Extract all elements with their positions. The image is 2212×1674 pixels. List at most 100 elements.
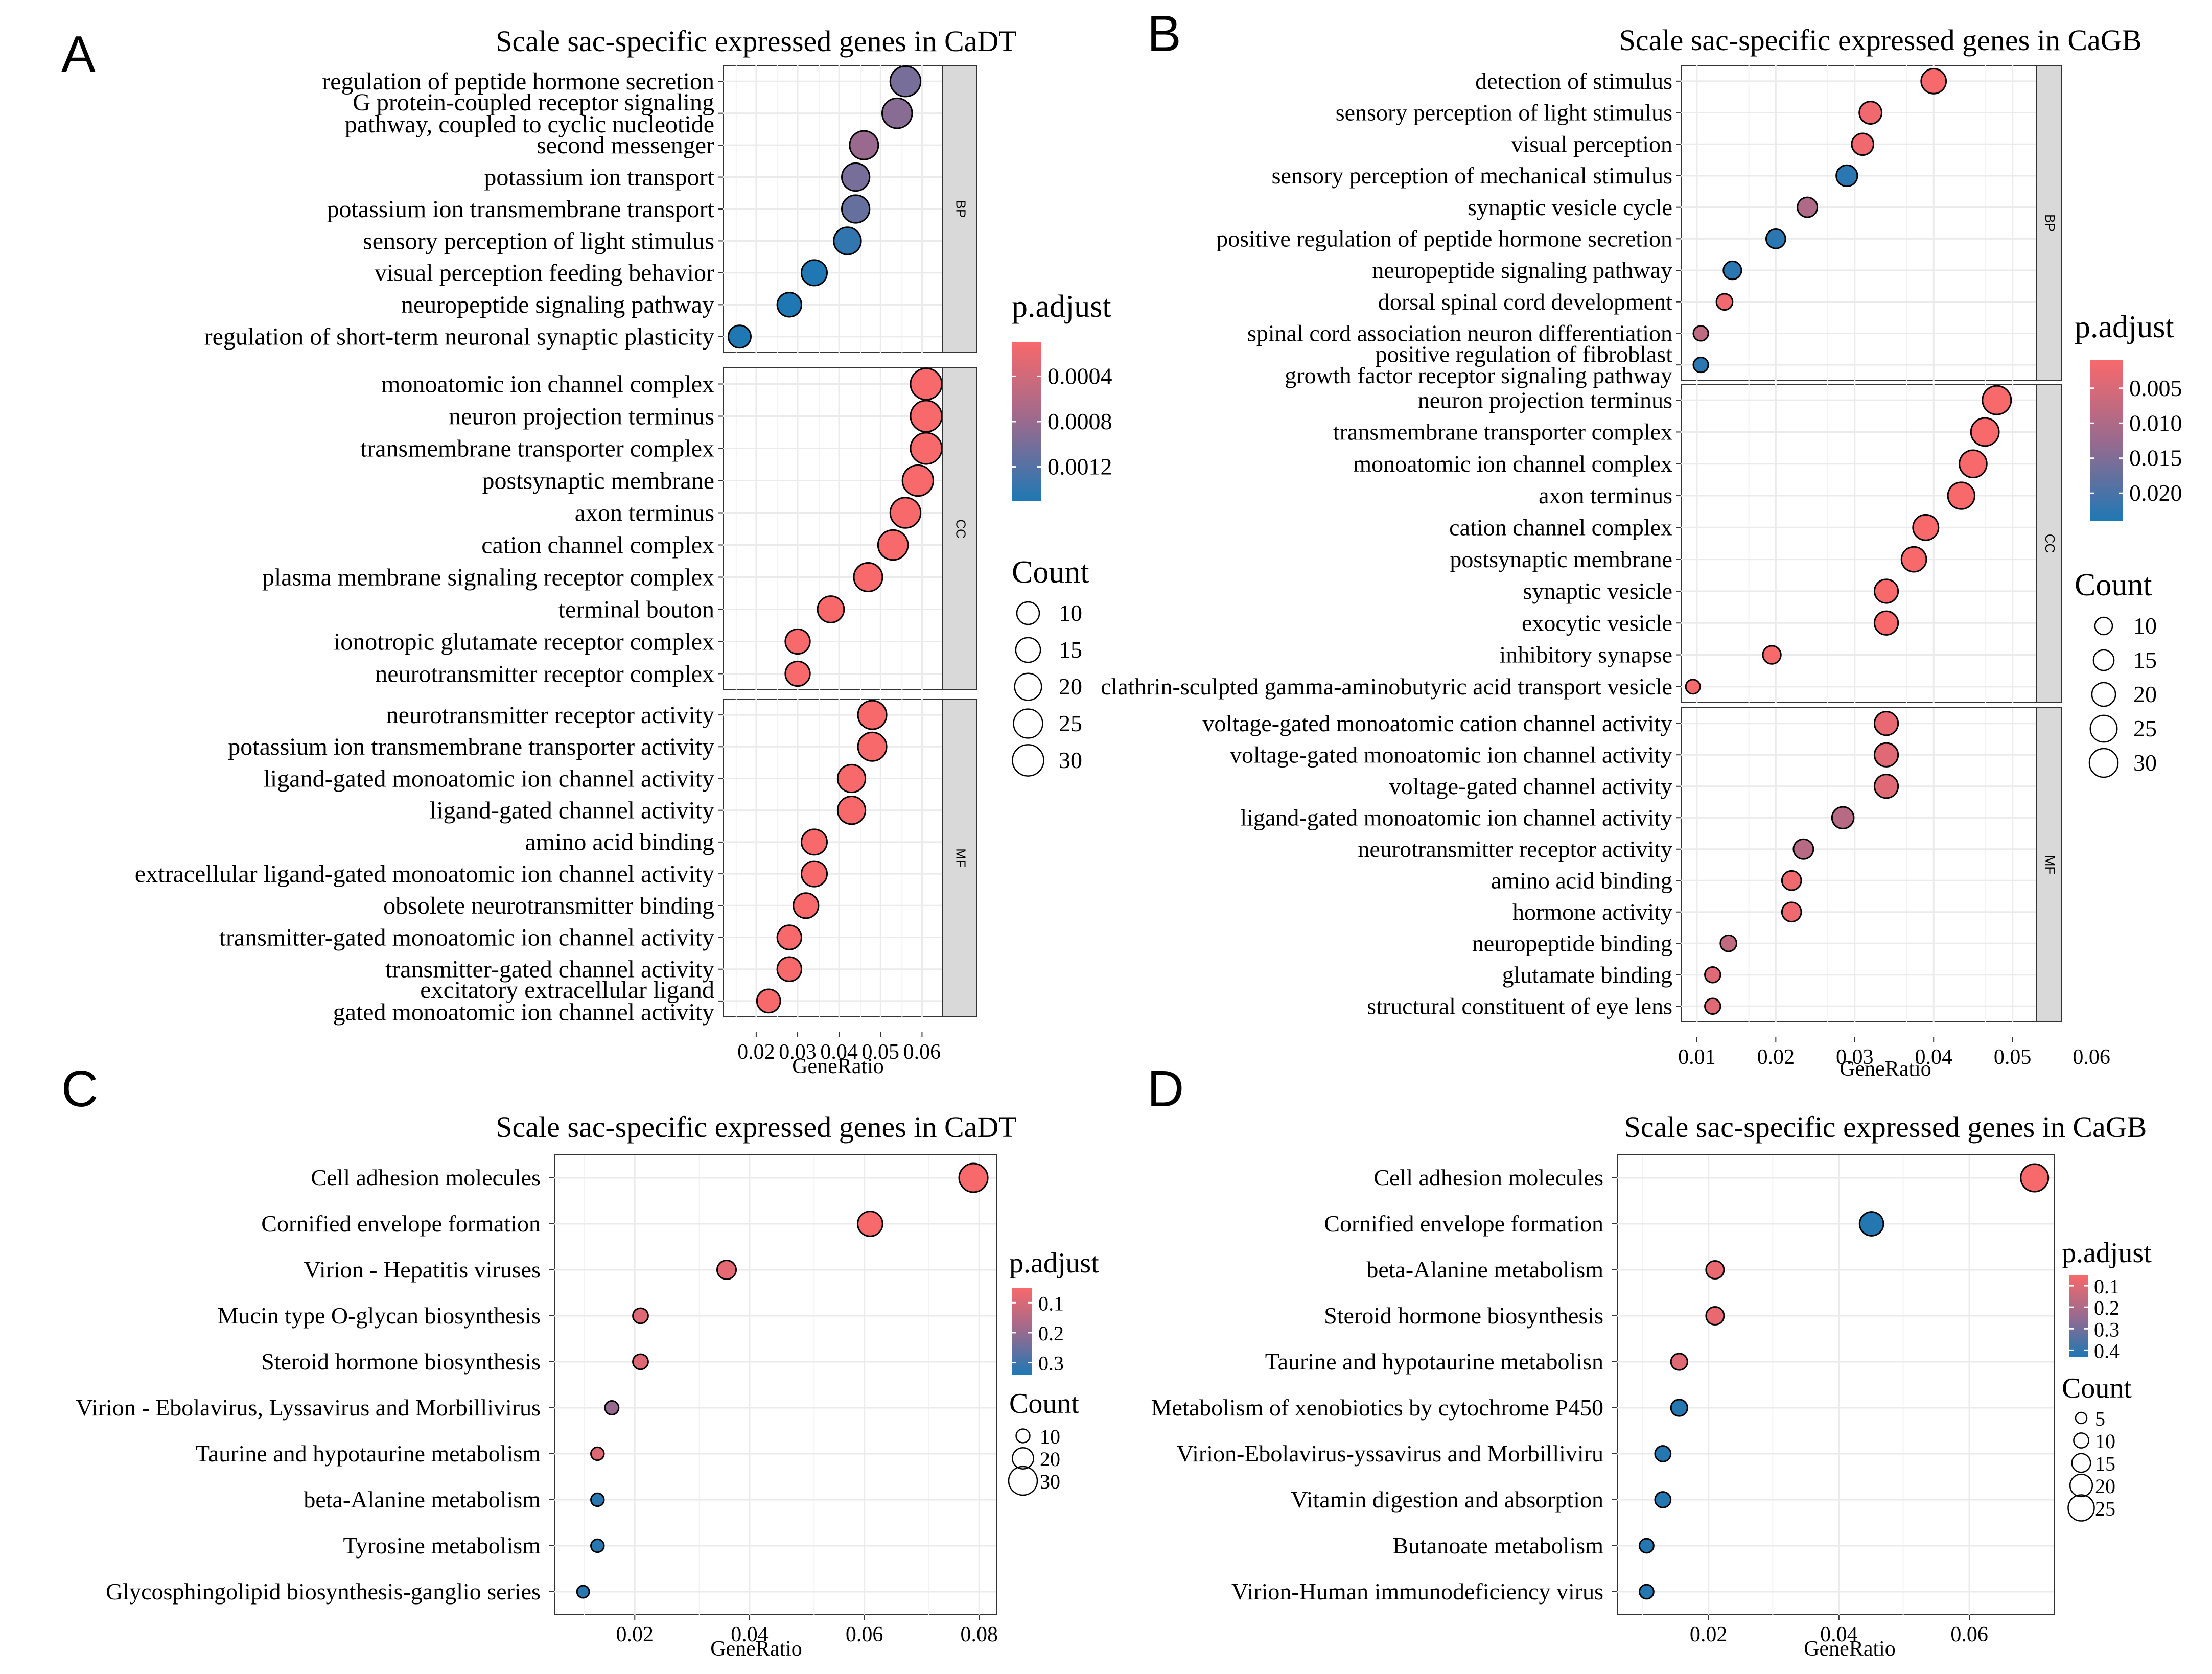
chart-title: Scale sac-specific expressed genes in Ca… — [496, 25, 1016, 58]
y-tick-label: Vitamin digestion and absorption — [1291, 1486, 1603, 1513]
y-tick-label: transmitter-gated channel activity — [385, 956, 714, 983]
facet-strip-label: MF — [2042, 855, 2058, 875]
y-tick-label: Glycosphingolipid biosynthesis-ganglio s… — [106, 1578, 541, 1605]
data-point — [833, 226, 862, 255]
y-tick-label: transmitter-gated monoatomic ion channel… — [219, 924, 714, 951]
facet-strip-label: BP — [2042, 214, 2058, 232]
data-point — [1835, 164, 1858, 188]
data-point — [632, 1307, 649, 1324]
data-point — [1797, 196, 1819, 218]
y-tick-label: sensory perception of light stimulus — [1336, 100, 1672, 126]
x-tick-label: 0.05 — [862, 1040, 900, 1064]
data-point — [1982, 385, 2012, 415]
y-tick-label: neuropeptide binding — [1472, 930, 1672, 956]
size-legend-circle — [1012, 744, 1044, 777]
size-legend-circle — [2088, 748, 2119, 778]
colorbar-tick-label: 0.0004 — [1047, 363, 1112, 389]
data-point — [604, 1400, 620, 1415]
y-tick-label: second messenger — [537, 132, 714, 159]
data-point — [1947, 481, 1975, 510]
legend-color-title: p.adjust — [2075, 310, 2174, 344]
x-tick-label: 0.02 — [616, 1623, 654, 1646]
y-tick-label: dorsal spinal cord development — [1378, 289, 1672, 315]
size-legend-label: 15 — [2133, 647, 2157, 673]
data-point — [1704, 997, 1721, 1015]
data-point — [958, 1162, 989, 1193]
panel-c: C Scale sac-specific expressed genes in C… — [61, 1060, 1099, 1661]
data-point — [800, 259, 828, 287]
y-tick-label: Taurine and hypotaurine metabolisn — [1265, 1348, 1603, 1375]
size-legend-label: 20 — [2133, 681, 2157, 707]
y-tick-label: regulation of short-term neuronal synapt… — [204, 323, 714, 351]
panel-background — [1681, 707, 2037, 1022]
size-legend-circle — [2092, 649, 2115, 671]
facet-cc: neuron projection terminus transmembrane … — [1101, 384, 2062, 703]
size-legend-circle — [1015, 1428, 1031, 1444]
data-point — [877, 529, 909, 561]
data-point — [590, 1492, 605, 1507]
data-point — [901, 464, 934, 497]
colorbar — [1012, 342, 1041, 501]
y-tick-label: Cornified envelope formation — [261, 1211, 541, 1237]
x-tick-label: 0.05 — [1994, 1045, 2032, 1069]
data-point — [1762, 645, 1782, 665]
facet-mf: voltage-gated monoatomic cation channel … — [1202, 707, 2062, 1022]
panel-a: A Scale sac-specific expressed genes in C… — [61, 25, 1112, 1078]
panel-background — [723, 699, 943, 1017]
facet-bp: detection of stimulus sensory perception … — [1216, 65, 2062, 388]
facet-strip — [2036, 707, 2062, 1022]
colorbar-tick-label: 0.2 — [2094, 1296, 2120, 1319]
colorbar-tick-label: 0.3 — [2094, 1318, 2120, 1341]
y-tick-label: amino acid binding — [1491, 867, 1672, 893]
data-point — [590, 1446, 605, 1461]
data-point — [836, 796, 867, 825]
data-point — [1765, 228, 1786, 249]
data-point — [800, 828, 828, 856]
x-tick-label: 0.02 — [1690, 1623, 1728, 1646]
y-tick-label: neuropeptide signaling pathway — [401, 291, 714, 318]
y-tick-label: inhibitory synapse — [1499, 642, 1672, 668]
size-legend-label: 30 — [2133, 750, 2157, 776]
y-tick-label: cation channel complex — [1449, 515, 1672, 541]
y-tick-label: exocytic vesicle — [1522, 610, 1672, 636]
x-tick-label: 0.04 — [1820, 1623, 1858, 1646]
x-tick-label: 0.04 — [1915, 1045, 1952, 1069]
data-point — [1781, 870, 1802, 891]
data-point — [776, 924, 803, 950]
data-point — [1705, 1306, 1725, 1326]
data-point — [856, 1211, 883, 1237]
size-legend-label: 20 — [1059, 673, 1082, 700]
colorbar-tick-label: 0.1 — [2094, 1275, 2120, 1298]
data-point — [1781, 901, 1802, 923]
size-legend-circle — [1008, 1466, 1038, 1496]
colorbar-tick-label: 0.2 — [1038, 1322, 1064, 1345]
y-tick-label: neuron projection terminus — [1418, 387, 1672, 413]
data-point — [1692, 325, 1709, 342]
panel-letter: C — [61, 1060, 98, 1118]
x-axis: 0.02 0.03 0.04 0.05 0.06 GeneRatio — [737, 1032, 941, 1078]
colorbar-tick-label: 0.0008 — [1047, 408, 1112, 434]
y-tick-label: ligand-gated monoatomic ion channel acti… — [1240, 804, 1672, 830]
size-legend-label: 15 — [1059, 637, 1082, 663]
facet-strip — [942, 699, 977, 1017]
data-point — [1670, 1399, 1688, 1417]
panel-d: D Scale sac-specific expressed genes in C… — [1147, 1060, 2152, 1661]
y-tick-label: G protein-coupled receptor signaling path… — [345, 89, 714, 138]
y-tick-label: neurotransmitter receptor activity — [386, 702, 714, 729]
x-tick-label: 0.08 — [961, 1623, 998, 1646]
y-tick-label: beta-Alanine metabolism — [1366, 1257, 1603, 1283]
legend-color-title: p.adjust — [1009, 1247, 1099, 1279]
y-tick-label: synaptic vesicle — [1523, 578, 1672, 604]
size-legend-label: 5 — [2095, 1407, 2105, 1430]
y-tick-label: transmembrane transporter complex — [1333, 419, 1672, 445]
data-point — [1654, 1491, 1672, 1508]
data-point — [1858, 1211, 1884, 1237]
legend-size-title: Count — [1012, 555, 1089, 590]
data-point — [841, 162, 871, 192]
legend: p.adjust 0.0004 0.0008 0.0012 Count 10 15 20 25 3… — [1012, 289, 1112, 777]
data-point — [910, 432, 943, 465]
data-point — [857, 731, 888, 762]
y-tick-label: beta-Alanine metabolism — [304, 1486, 541, 1513]
